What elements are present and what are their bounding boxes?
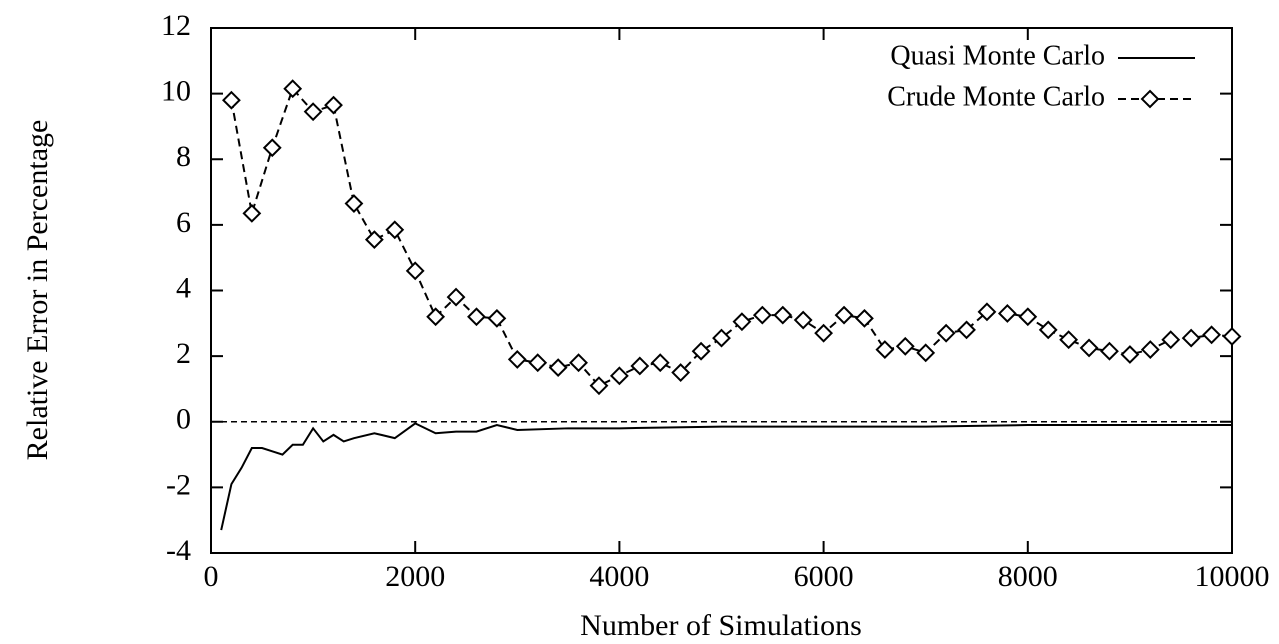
point xyxy=(385,220,405,240)
point xyxy=(1038,320,1058,340)
point xyxy=(1120,345,1140,364)
point xyxy=(1202,325,1221,345)
point xyxy=(691,341,711,361)
point xyxy=(752,305,772,325)
legend-marker xyxy=(1140,89,1160,109)
point xyxy=(977,302,997,322)
point xyxy=(895,336,915,356)
point xyxy=(528,353,548,373)
point xyxy=(732,312,752,332)
legend: Quasi Monte Carlo Crude Monte Carlo xyxy=(887,40,1195,112)
point xyxy=(936,323,956,343)
series-line xyxy=(220,422,1232,531)
point xyxy=(712,328,731,348)
point xyxy=(426,307,446,327)
point xyxy=(569,353,588,373)
point xyxy=(834,305,854,325)
y-tick-label: 10 xyxy=(161,75,191,108)
point xyxy=(1161,330,1181,350)
point xyxy=(548,358,568,378)
point xyxy=(793,310,813,330)
point xyxy=(875,340,895,359)
point xyxy=(855,308,874,328)
x-tick-label: 2000 xyxy=(385,560,445,593)
point xyxy=(222,90,241,110)
y-tick-label: 8 xyxy=(176,140,191,173)
point xyxy=(405,261,425,281)
legend-label: Crude Monte Carlo xyxy=(887,81,1105,112)
point xyxy=(997,304,1017,323)
x-axis-label: Number of Simulations xyxy=(580,609,862,642)
y-tick-label: 2 xyxy=(176,337,191,370)
point xyxy=(814,323,834,343)
y-tick-label: 0 xyxy=(176,403,191,436)
legend-label: Quasi Monte Carlo xyxy=(890,40,1105,71)
y-tick-label: -2 xyxy=(166,468,191,501)
point xyxy=(364,230,384,250)
y-tick-label: 12 xyxy=(161,9,191,42)
point xyxy=(1222,327,1242,346)
point xyxy=(1059,330,1079,350)
point xyxy=(324,95,343,115)
x-tick-label: 8000 xyxy=(998,560,1058,593)
y-tick-label: -4 xyxy=(166,534,191,567)
y-tick-label: 6 xyxy=(176,206,191,239)
point xyxy=(957,320,976,340)
series-line xyxy=(230,86,1233,387)
point xyxy=(242,203,262,223)
point xyxy=(446,287,466,307)
point xyxy=(609,366,629,386)
point xyxy=(283,79,303,99)
point xyxy=(916,343,936,363)
point xyxy=(773,305,793,325)
x-tick-label: 0 xyxy=(204,560,219,593)
x-tick-label: 10000 xyxy=(1195,560,1270,593)
point xyxy=(1079,338,1099,358)
point xyxy=(507,349,527,369)
point xyxy=(262,138,282,158)
point xyxy=(303,102,323,122)
point xyxy=(650,353,670,373)
point xyxy=(671,363,691,382)
x-tick-label: 4000 xyxy=(589,560,649,593)
point xyxy=(344,194,364,213)
y-axis-label: Relative Error in Percentage xyxy=(21,120,54,461)
x-tick-label: 6000 xyxy=(794,560,854,593)
point xyxy=(630,356,650,376)
point xyxy=(1181,328,1201,348)
point xyxy=(467,307,486,327)
point xyxy=(589,376,609,396)
point xyxy=(1140,340,1160,359)
point xyxy=(1100,341,1119,361)
point xyxy=(487,308,507,328)
point xyxy=(1018,307,1038,327)
y-tick-label: 4 xyxy=(176,271,191,304)
